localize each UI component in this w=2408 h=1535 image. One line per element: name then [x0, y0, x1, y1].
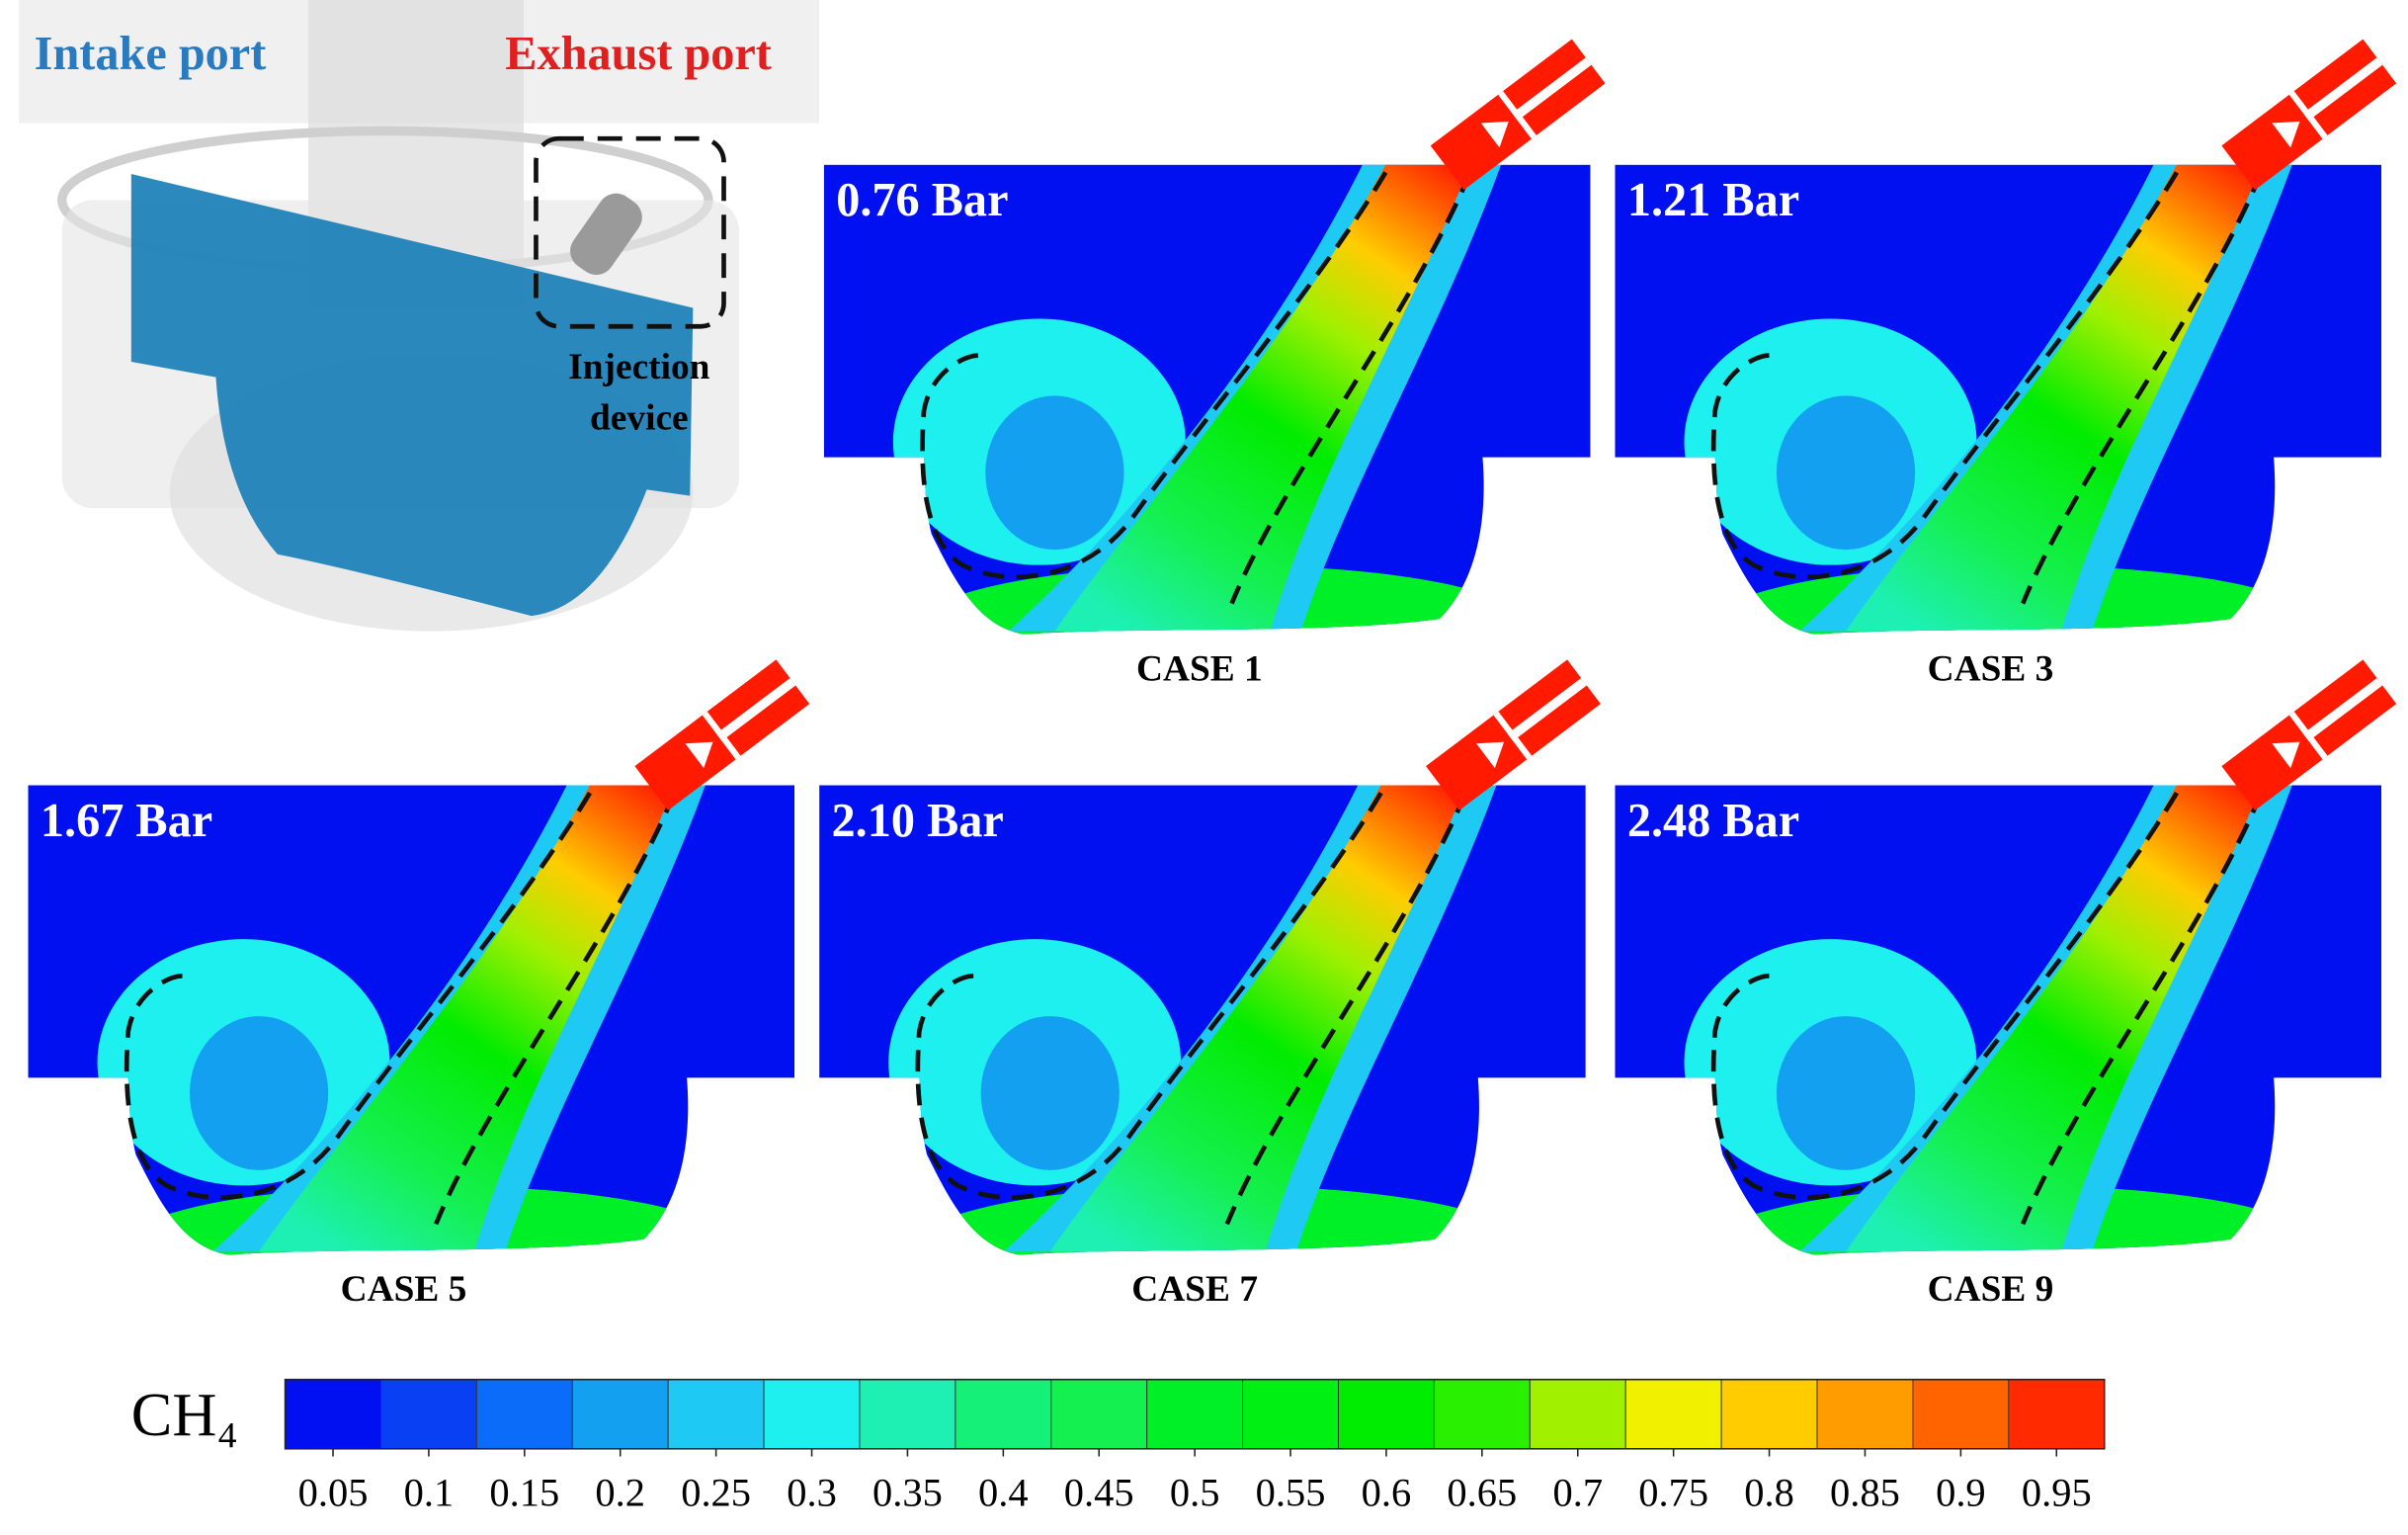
colorbar-tick-label: 0.55: [1256, 1470, 1326, 1514]
colorbar: 0.05 0.1 0.15 0.2 0.25 0.3 0.35 0.4 0.45 0.5 0.55 0…: [284, 1378, 2106, 1514]
colorbar-tick-label: 0.65: [1447, 1470, 1517, 1514]
colorbar-cell: [1816, 1379, 1914, 1450]
engine-illustration: [19, 0, 820, 632]
pressure-label: 2.10 Bar: [832, 795, 1004, 847]
contour-panel: 2.10 Bar CASE 7: [819, 659, 1601, 1310]
colorbar-tick-label: 0.7: [1552, 1470, 1603, 1514]
contour-plot: [819, 659, 1601, 1309]
colorbar-tick-label: 0.35: [872, 1470, 943, 1514]
colorbar-tick-label: 0.05: [298, 1470, 369, 1514]
colorbar-cell: [667, 1379, 765, 1450]
pressure-label: 1.67 Bar: [41, 795, 212, 847]
colorbar-tick-label: 0.85: [1830, 1470, 1900, 1514]
device-label: device: [590, 398, 689, 439]
colorbar-cell: [1912, 1379, 2010, 1450]
colorbar-tick-label: 0.4: [978, 1470, 1029, 1514]
intake-label: Intake port: [35, 28, 267, 80]
colorbar-cell: [955, 1379, 1052, 1450]
colorbar-tick-label: 0.8: [1744, 1470, 1794, 1514]
colorbar-label: CH₄: [131, 1381, 238, 1449]
colorbar-cell: [285, 1379, 381, 1450]
colorbar-cell: [763, 1379, 861, 1450]
colorbar-cell: [1529, 1379, 1626, 1450]
colorbar-cell: [1624, 1379, 1722, 1450]
case-label: CASE 9: [1928, 1269, 2054, 1310]
colorbar-tick-label: 0.3: [787, 1470, 837, 1514]
exhaust-label: Exhaust port: [505, 28, 772, 80]
colorbar-cell: [859, 1379, 956, 1450]
colorbar-tick-label: 0.6: [1362, 1470, 1412, 1514]
case-label: CASE 1: [1136, 648, 1263, 689]
colorbar-cell: [1050, 1379, 1148, 1450]
contour-panel: 1.21 Bar CASE 3: [1615, 40, 2396, 690]
colorbar-cell: [2008, 1379, 2106, 1450]
device-label: Injection: [568, 347, 709, 387]
colorbar-tick-label: 0.1: [404, 1470, 455, 1514]
contour-panel: 1.67 Bar CASE 5: [28, 659, 809, 1310]
case-label: CASE 3: [1928, 648, 2054, 689]
contour-plot: [1615, 659, 2396, 1309]
pressure-label: 1.21 Bar: [1627, 174, 1799, 226]
contour-plot: [28, 659, 809, 1309]
case-label: CASE 7: [1131, 1269, 1258, 1310]
colorbar-cell: [1338, 1379, 1435, 1450]
contour-plot: [1615, 40, 2396, 689]
pressure-label: 2.48 Bar: [1627, 795, 1799, 847]
colorbar-tick-label: 0.75: [1638, 1470, 1708, 1514]
colorbar-tick-label: 0.95: [2022, 1470, 2092, 1514]
contour-plot: [824, 40, 1606, 689]
colorbar-tick-label: 0.15: [489, 1470, 559, 1514]
colorbar-cell: [380, 1379, 477, 1450]
contour-panel: 0.76 Bar CASE 1: [824, 40, 1606, 690]
colorbar-cell: [1146, 1379, 1244, 1450]
contour-panel: 2.48 Bar CASE 9: [1615, 659, 2396, 1310]
pressure-label: 0.76 Bar: [836, 174, 1008, 226]
colorbar-tick-label: 0.9: [1936, 1470, 1986, 1514]
colorbar-cell: [475, 1379, 573, 1450]
colorbar-cell: [571, 1379, 669, 1450]
colorbar-cell: [1433, 1379, 1531, 1450]
colorbar-tick-label: 0.25: [681, 1470, 751, 1514]
case-label: CASE 5: [341, 1269, 467, 1310]
panels: 0.76 Bar CASE 1 1.21 Bar CASE 3 1.67 Bar CASE…: [28, 40, 2396, 1311]
colorbar-tick-label: 0.45: [1064, 1470, 1134, 1514]
colorbar-tick-label: 0.2: [595, 1470, 645, 1514]
colorbar-cell: [1242, 1379, 1339, 1450]
colorbar-tick-label: 0.5: [1170, 1470, 1220, 1514]
colorbar-cell: [1720, 1379, 1818, 1450]
